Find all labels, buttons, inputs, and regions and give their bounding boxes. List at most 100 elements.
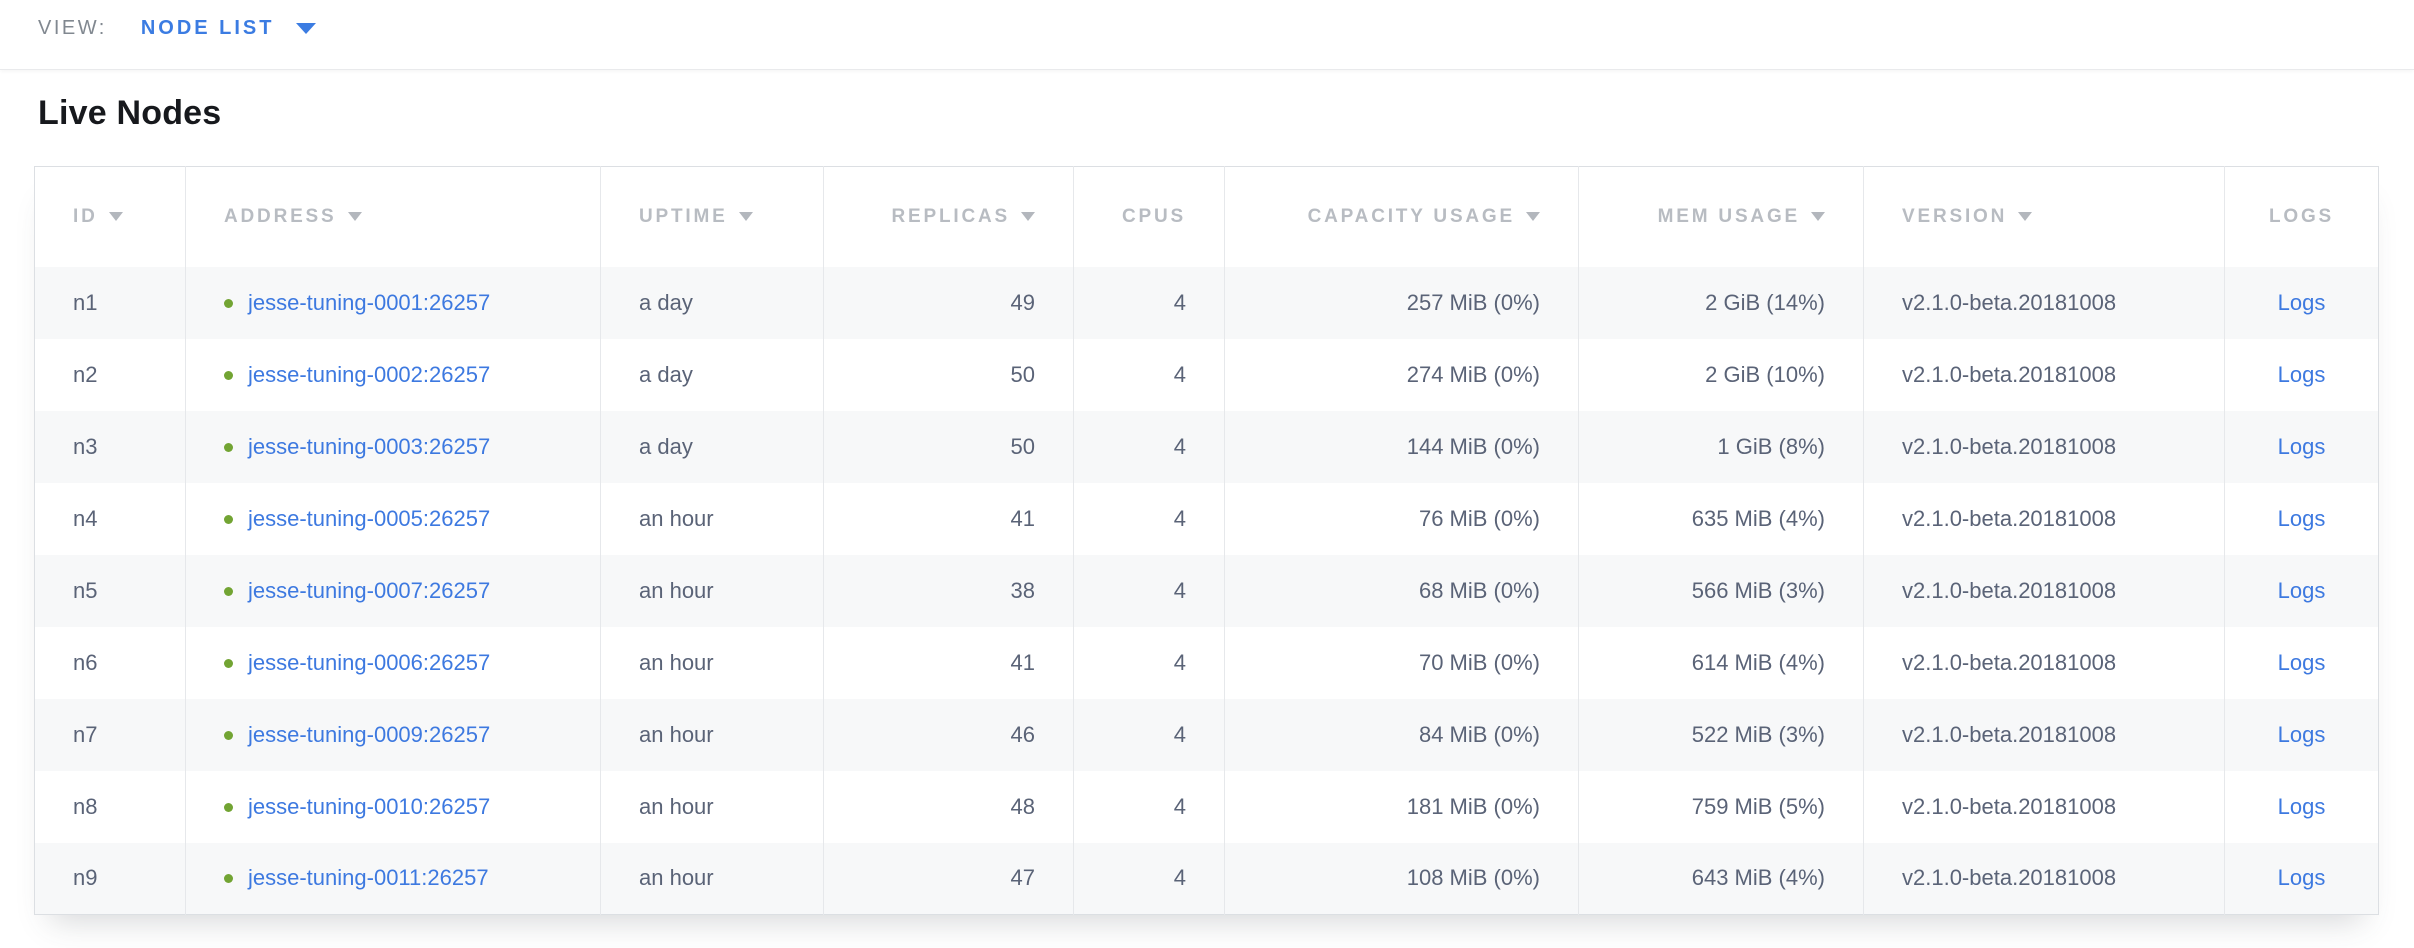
cell-capacity: 144 MiB (0%) — [1225, 411, 1579, 483]
column-header-replicas[interactable]: REPLICAS — [824, 167, 1074, 267]
cell-logs: Logs — [2225, 339, 2379, 411]
view-selector-bar: VIEW: NODE LIST — [0, 0, 2414, 70]
cell-replicas: 47 — [824, 843, 1074, 915]
main-content: Live Nodes ID ADDRESS UPTIME REPLICAS CPUS CA… — [0, 96, 2414, 915]
view-select-dropdown[interactable]: NODE LIST — [141, 17, 317, 40]
cell-address: jesse-tuning-0006:26257 — [186, 627, 601, 699]
healthy-status-icon — [224, 874, 233, 883]
node-address-link[interactable]: jesse-tuning-0010:26257 — [248, 794, 490, 819]
node-logs-link[interactable]: Logs — [2278, 434, 2326, 459]
node-logs-link[interactable]: Logs — [2278, 865, 2326, 890]
cell-version: v2.1.0-beta.20181008 — [1864, 555, 2225, 627]
table-row: n8jesse-tuning-0010:26257an hour484181 M… — [35, 771, 2379, 843]
page-title: Live Nodes — [38, 96, 2378, 130]
column-header-id[interactable]: ID — [35, 167, 186, 267]
cell-address: jesse-tuning-0009:26257 — [186, 699, 601, 771]
cell-version: v2.1.0-beta.20181008 — [1864, 843, 2225, 915]
cell-uptime: a day — [601, 411, 824, 483]
column-header-version[interactable]: VERSION — [1864, 167, 2225, 267]
cell-mem: 643 MiB (4%) — [1579, 843, 1864, 915]
view-label: VIEW: — [38, 17, 107, 40]
cell-cpus: 4 — [1074, 771, 1225, 843]
node-logs-link[interactable]: Logs — [2278, 362, 2326, 387]
node-address-link[interactable]: jesse-tuning-0009:26257 — [248, 722, 490, 747]
column-header-cpus: CPUS — [1074, 167, 1225, 267]
cell-mem: 614 MiB (4%) — [1579, 627, 1864, 699]
cell-cpus: 4 — [1074, 555, 1225, 627]
cell-cpus: 4 — [1074, 843, 1225, 915]
table-row: n5jesse-tuning-0007:26257an hour38468 Mi… — [35, 555, 2379, 627]
cell-uptime: an hour — [601, 555, 824, 627]
table-row: n4jesse-tuning-0005:26257an hour41476 Mi… — [35, 483, 2379, 555]
healthy-status-icon — [224, 299, 233, 308]
node-address-link[interactable]: jesse-tuning-0002:26257 — [248, 362, 490, 387]
sort-caret-icon — [1526, 212, 1540, 221]
table-header-row: ID ADDRESS UPTIME REPLICAS CPUS CAPACITY USAG… — [35, 167, 2379, 267]
node-logs-link[interactable]: Logs — [2278, 722, 2326, 747]
healthy-status-icon — [224, 731, 233, 740]
cell-address: jesse-tuning-0002:26257 — [186, 339, 601, 411]
node-address-link[interactable]: jesse-tuning-0003:26257 — [248, 434, 490, 459]
column-header-capacity[interactable]: CAPACITY USAGE — [1225, 167, 1579, 267]
cell-uptime: an hour — [601, 627, 824, 699]
node-logs-link[interactable]: Logs — [2278, 290, 2326, 315]
cell-mem: 2 GiB (10%) — [1579, 339, 1864, 411]
node-logs-link[interactable]: Logs — [2278, 650, 2326, 675]
healthy-status-icon — [224, 515, 233, 524]
cell-id: n6 — [35, 627, 186, 699]
cell-mem: 1 GiB (8%) — [1579, 411, 1864, 483]
cell-version: v2.1.0-beta.20181008 — [1864, 699, 2225, 771]
cell-uptime: an hour — [601, 483, 824, 555]
column-header-label: REPLICAS — [892, 206, 1010, 227]
cell-address: jesse-tuning-0005:26257 — [186, 483, 601, 555]
cell-address: jesse-tuning-0010:26257 — [186, 771, 601, 843]
cell-logs: Logs — [2225, 483, 2379, 555]
cell-uptime: an hour — [601, 771, 824, 843]
cell-version: v2.1.0-beta.20181008 — [1864, 339, 2225, 411]
column-header-mem[interactable]: MEM USAGE — [1579, 167, 1864, 267]
cell-cpus: 4 — [1074, 339, 1225, 411]
healthy-status-icon — [224, 371, 233, 380]
node-address-link[interactable]: jesse-tuning-0006:26257 — [248, 650, 490, 675]
cell-version: v2.1.0-beta.20181008 — [1864, 483, 2225, 555]
cell-logs: Logs — [2225, 699, 2379, 771]
cell-version: v2.1.0-beta.20181008 — [1864, 771, 2225, 843]
cell-mem: 635 MiB (4%) — [1579, 483, 1864, 555]
column-header-label: CPUS — [1122, 206, 1186, 227]
caret-down-icon — [296, 23, 316, 34]
cell-version: v2.1.0-beta.20181008 — [1864, 267, 2225, 339]
cell-id: n3 — [35, 411, 186, 483]
cell-capacity: 274 MiB (0%) — [1225, 339, 1579, 411]
sort-caret-icon — [348, 212, 362, 221]
column-header-label: UPTIME — [639, 206, 728, 227]
healthy-status-icon — [224, 803, 233, 812]
cell-cpus: 4 — [1074, 411, 1225, 483]
node-address-link[interactable]: jesse-tuning-0011:26257 — [248, 865, 489, 890]
cell-id: n9 — [35, 843, 186, 915]
cell-mem: 759 MiB (5%) — [1579, 771, 1864, 843]
column-header-logs: LOGS — [2225, 167, 2379, 267]
table-row: n6jesse-tuning-0006:26257an hour41470 Mi… — [35, 627, 2379, 699]
cell-uptime: an hour — [601, 843, 824, 915]
node-logs-link[interactable]: Logs — [2278, 506, 2326, 531]
node-address-link[interactable]: jesse-tuning-0005:26257 — [248, 506, 490, 531]
cell-id: n2 — [35, 339, 186, 411]
cell-id: n5 — [35, 555, 186, 627]
node-address-link[interactable]: jesse-tuning-0001:26257 — [248, 290, 490, 315]
column-header-uptime[interactable]: UPTIME — [601, 167, 824, 267]
table-row: n9jesse-tuning-0011:26257an hour474108 M… — [35, 843, 2379, 915]
node-logs-link[interactable]: Logs — [2278, 578, 2326, 603]
column-header-label: CAPACITY USAGE — [1308, 206, 1515, 227]
column-header-address[interactable]: ADDRESS — [186, 167, 601, 267]
cell-replicas: 50 — [824, 339, 1074, 411]
node-address-link[interactable]: jesse-tuning-0007:26257 — [248, 578, 490, 603]
node-logs-link[interactable]: Logs — [2278, 794, 2326, 819]
column-header-label: ADDRESS — [224, 206, 337, 227]
sort-caret-icon — [109, 212, 123, 221]
cell-id: n4 — [35, 483, 186, 555]
cell-logs: Logs — [2225, 843, 2379, 915]
cell-replicas: 38 — [824, 555, 1074, 627]
table-header: ID ADDRESS UPTIME REPLICAS CPUS CAPACITY USAG… — [35, 167, 2379, 267]
column-header-label: LOGS — [2269, 206, 2334, 227]
table-row: n1jesse-tuning-0001:26257a day494257 MiB… — [35, 267, 2379, 339]
